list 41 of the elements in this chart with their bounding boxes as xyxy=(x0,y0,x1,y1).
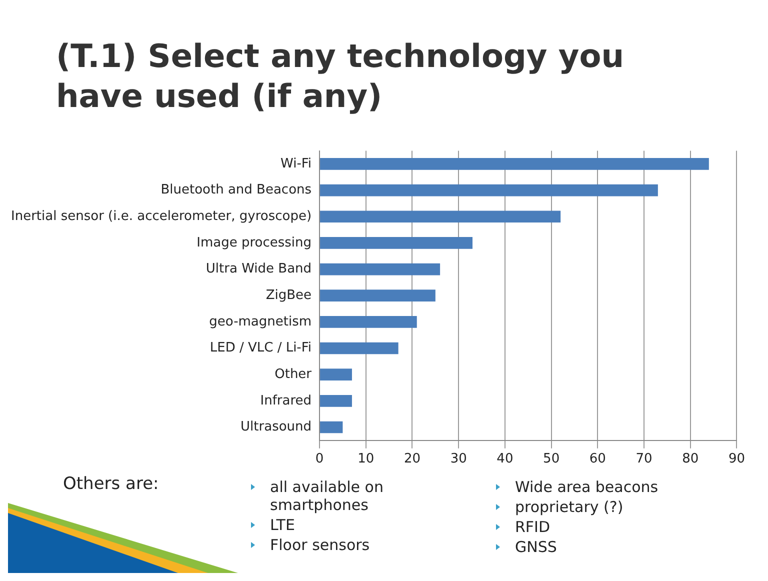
text: Wide area beacons xyxy=(515,478,658,496)
bar xyxy=(320,290,436,302)
text: all available on smartphones xyxy=(270,478,384,514)
bar xyxy=(320,237,473,249)
y-tick-label: Infrared xyxy=(260,393,312,408)
y-tick-label: Other xyxy=(274,366,312,382)
x-tick-label: 60 xyxy=(589,452,606,467)
bar xyxy=(320,316,417,328)
x-tick-label: 20 xyxy=(404,452,421,467)
text: proprietary (?) xyxy=(515,498,624,516)
text: Floor sensors xyxy=(270,536,370,554)
y-tick-label: Ultrasound xyxy=(240,420,312,435)
bar xyxy=(320,158,709,170)
bar xyxy=(320,210,561,223)
text: RFID xyxy=(515,518,550,536)
x-tick-label: 70 xyxy=(636,452,652,467)
x-tick-label: 10 xyxy=(358,452,374,467)
text: LTE xyxy=(270,516,295,534)
text: Others are: xyxy=(63,474,159,494)
y-tick-label: Bluetooth and Beacons xyxy=(160,182,312,198)
bar xyxy=(320,421,343,434)
x-tick-label: 90 xyxy=(728,452,745,467)
bar xyxy=(320,184,658,196)
y-tick-label: Image processing xyxy=(196,235,312,250)
x-tick-label: 30 xyxy=(450,452,467,467)
y-tick-label: Wi-Fi xyxy=(280,156,312,172)
bar xyxy=(320,263,440,276)
bar xyxy=(320,368,352,381)
x-tick-label: 50 xyxy=(543,452,560,467)
y-tick-label: Inertial sensor (i.e. accelerometer, gyroscope) xyxy=(11,208,312,224)
x-tick-label: 40 xyxy=(496,452,514,467)
y-tick-label: Ultra Wide Band xyxy=(206,262,312,277)
y-tick-label: ZigBee xyxy=(266,288,312,303)
x-tick-label: 80 xyxy=(682,452,699,467)
bar xyxy=(320,342,398,354)
chart-title: (T.1) Select any technology you have used (if any) xyxy=(56,36,625,116)
y-tick-label: geo-magnetism xyxy=(209,314,312,330)
y-tick-label: LED / VLC / Li-Fi xyxy=(210,340,312,356)
bar xyxy=(320,394,352,407)
text: GNSS xyxy=(515,538,557,556)
x-tick-label: 0 xyxy=(315,452,324,467)
